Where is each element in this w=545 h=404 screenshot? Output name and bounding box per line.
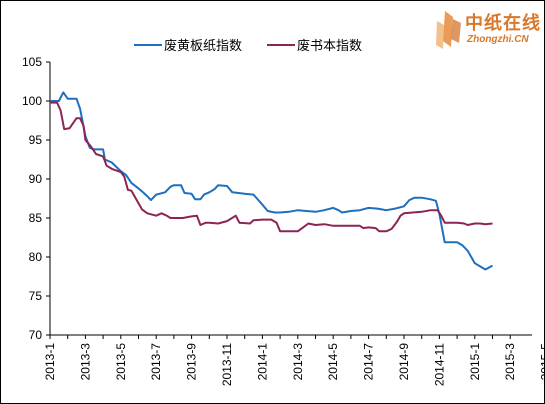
x-tick-label: 2014-5 (326, 343, 340, 381)
x-tick-label: 2014-3 (291, 343, 305, 381)
series-line-1 (50, 91, 493, 271)
legend-label-2: 废书本指数 (297, 38, 362, 54)
x-tick-label: 2014-1 (255, 343, 269, 381)
y-tick-label: 85 (29, 211, 43, 225)
x-tick-label: 2014-9 (397, 343, 411, 381)
x-tick-label: 2015-5 (539, 343, 544, 381)
x-axis-ticks: 2013-1 2013-3 2013-5 2013-7 2013-9 2013-11 201… (43, 335, 544, 386)
x-tick-label: 2014-11 (432, 343, 446, 386)
y-tick-label: 100 (22, 94, 42, 108)
logo-name-en: Zhongzhi.CN (467, 34, 529, 45)
y-tick-label: 70 (29, 328, 43, 342)
y-tick-label: 105 (22, 55, 42, 69)
series-line-2 (50, 101, 493, 233)
x-tick-label: 2013-3 (78, 343, 92, 381)
x-tick-label: 2013-9 (185, 343, 199, 381)
y-tick-label: 75 (29, 289, 43, 303)
y-tick-label: 95 (29, 133, 43, 147)
x-tick-label: 2013-11 (220, 343, 234, 386)
y-tick-label: 90 (29, 172, 43, 186)
x-tick-label: 2013-1 (43, 343, 57, 381)
y-tick-label: 80 (29, 250, 43, 264)
series-lines (50, 91, 493, 271)
zhongzhi-logo: 中纸在线 Zhongzhi.CN (431, 5, 543, 55)
logo-name-cn: 中纸在线 (465, 13, 541, 34)
logo-mark-icon (436, 11, 461, 49)
x-tick-label: 2015-3 (503, 343, 517, 381)
x-tick-label: 2014-7 (362, 343, 376, 381)
x-tick-label: 2015-1 (468, 343, 482, 381)
legend: 废黄板纸指数 废书本指数 (134, 38, 362, 54)
axes (49, 62, 532, 336)
x-tick-label: 2013-7 (149, 343, 163, 381)
legend-label-1: 废黄板纸指数 (164, 38, 242, 54)
x-tick-label: 2013-5 (114, 343, 128, 381)
y-axis-ticks: 70 75 80 85 90 95 100 105 (22, 55, 50, 342)
